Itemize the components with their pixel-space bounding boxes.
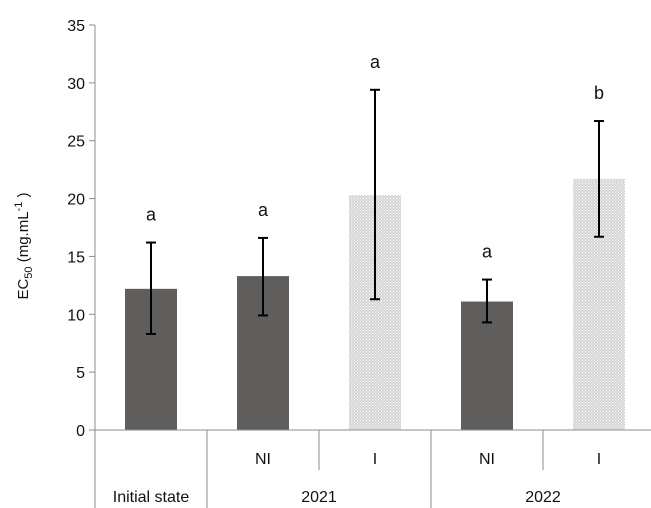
significance-letter: a <box>370 52 381 72</box>
ylabel-unit: (mg.mL <box>15 211 32 266</box>
significance-letter: a <box>258 200 269 220</box>
y-axis-title: EC50 (mg.mL-1 ) <box>13 192 35 299</box>
y-tick-label: 30 <box>67 76 85 93</box>
ylabel-unit-close: ) <box>15 192 32 201</box>
bars: a a a a b <box>125 52 625 430</box>
x-group-label: Initial state <box>113 489 190 506</box>
x-tick-label: I <box>373 451 377 468</box>
x-tick-label: NI <box>479 451 495 468</box>
y-tick-label: 35 <box>67 18 85 35</box>
significance-letter: b <box>594 83 604 103</box>
x-tick-label: I <box>597 451 601 468</box>
x-group-label: 2021 <box>301 489 337 506</box>
x-axis: NI I NI I Initial state 2021 2022 <box>94 429 651 508</box>
y-tick-label: 25 <box>67 134 85 151</box>
y-tick-label: 5 <box>76 365 85 382</box>
x-group-label: 2022 <box>525 489 561 506</box>
y-tick-label: 0 <box>76 423 85 440</box>
ylabel-subscript: 50 <box>23 266 35 278</box>
ylabel-main: EC <box>15 279 32 300</box>
y-tick-label: 20 <box>67 192 85 209</box>
y-axis-label: EC50 (mg.mL-1 ) <box>13 192 35 299</box>
ylabel-unit-superscript: -1 <box>13 202 25 212</box>
significance-letter: a <box>146 205 157 225</box>
y-tick-label: 10 <box>67 307 85 324</box>
significance-letter: a <box>482 242 493 262</box>
y-axis: 0 5 10 15 20 25 30 35 <box>67 18 96 440</box>
x-tick-label: NI <box>255 451 271 468</box>
y-tick-label: 15 <box>67 249 85 266</box>
